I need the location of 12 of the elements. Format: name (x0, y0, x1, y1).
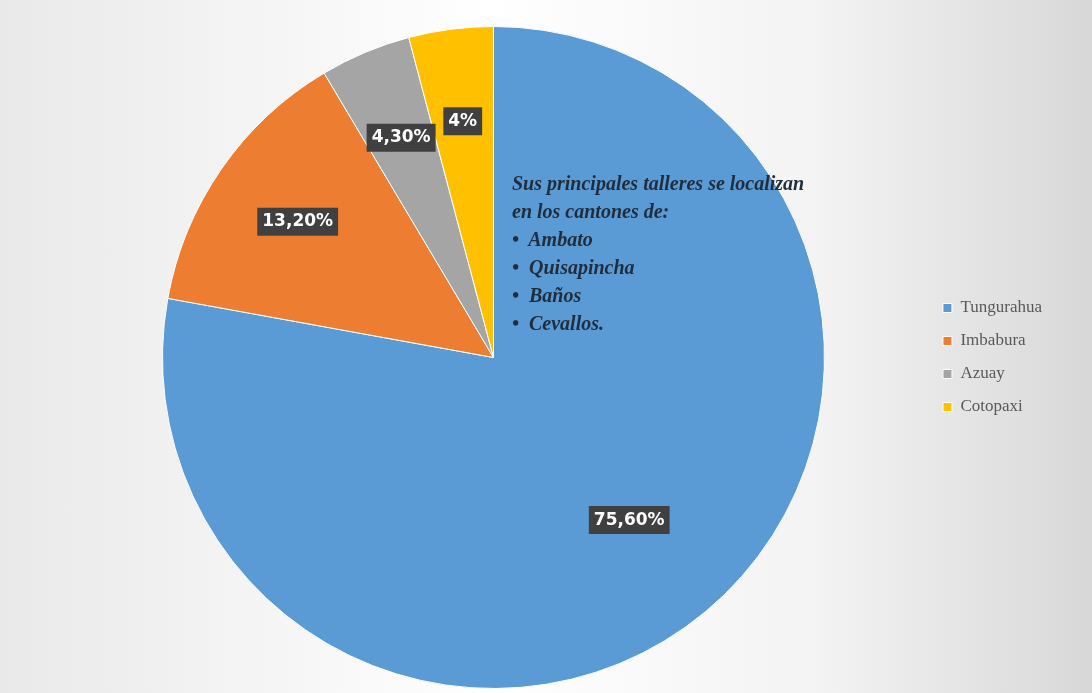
text: • Cevallos. (512, 312, 604, 334)
legend-label: Imbabura (960, 330, 1027, 350)
text: • Baños (512, 284, 582, 306)
legend-label: Tungurahua (960, 297, 1043, 317)
data-label: 4,30% (371, 126, 431, 147)
data-label: 13,20% (262, 210, 334, 231)
legend-label: Cotopaxi (960, 396, 1024, 416)
data-label: 75,60% (593, 508, 665, 529)
text: • Ambato (512, 228, 593, 250)
text: • Quisapincha (512, 256, 635, 279)
legend-label: Azuay (960, 363, 1006, 383)
data-label: 4% (448, 109, 478, 130)
